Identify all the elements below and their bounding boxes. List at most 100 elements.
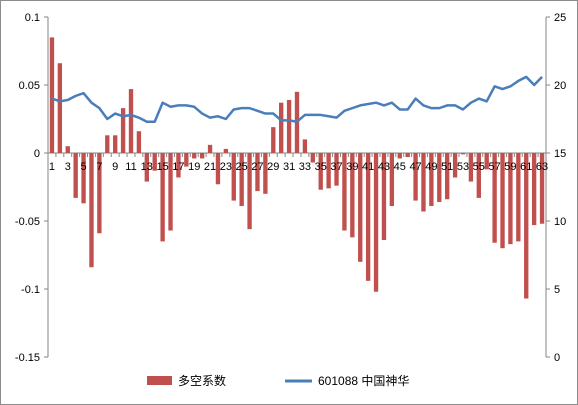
- x-tick-label: 1: [49, 161, 55, 173]
- bar-3: [65, 146, 70, 153]
- x-tick-label: 35: [315, 161, 327, 173]
- bar-2: [57, 63, 63, 153]
- x-tick-label: 19: [188, 161, 200, 173]
- x-tick-label: 29: [267, 161, 279, 173]
- y-right-tick-label: 10: [554, 216, 566, 228]
- x-tick-label: 17: [172, 161, 184, 173]
- bar-34: [310, 153, 315, 163]
- x-tick-label: 13: [141, 161, 153, 173]
- bar-9: [113, 135, 118, 153]
- x-tick-label: 61: [520, 161, 532, 173]
- bars-group: [49, 37, 545, 299]
- bar-51: [445, 153, 450, 200]
- x-tick-label: 57: [488, 161, 500, 173]
- y-right-tick-label: 15: [554, 148, 566, 160]
- bar-39: [350, 153, 355, 238]
- bar-24: [231, 153, 236, 201]
- y-left-tick-label: -0.05: [15, 216, 40, 228]
- bar-52: [452, 153, 458, 178]
- x-tick-label: 59: [504, 161, 516, 173]
- bar-35: [318, 153, 323, 190]
- bar-33: [302, 139, 308, 153]
- bar-13: [144, 153, 149, 182]
- bar-54: [468, 153, 474, 182]
- bar-15: [160, 153, 165, 242]
- bar-12: [136, 131, 142, 153]
- bar-47: [413, 153, 418, 201]
- y-left-tick-label: 0.1: [25, 12, 40, 24]
- bar-27: [255, 153, 260, 192]
- bar-10: [120, 108, 126, 153]
- bar-62: [531, 153, 537, 226]
- y-left-tick-label: -0.1: [21, 284, 40, 296]
- bar-42: [373, 153, 379, 292]
- bar-50: [437, 153, 442, 202]
- x-tick-label: 33: [299, 161, 311, 173]
- x-tick-label: 55: [473, 161, 485, 173]
- bar-40: [358, 153, 363, 262]
- y-left-tick-label: 0: [34, 148, 40, 160]
- x-tick-label: 43: [378, 161, 390, 173]
- bar-6: [89, 153, 94, 268]
- bar-17: [176, 153, 181, 178]
- x-tick-label: 27: [251, 161, 263, 173]
- bar-11: [128, 89, 134, 153]
- bar-7: [97, 153, 102, 234]
- axes-group: [44, 16, 550, 358]
- bar-60: [516, 153, 521, 242]
- bar-18: [184, 153, 189, 167]
- x-tick-label: 39: [346, 161, 358, 173]
- bar-31: [286, 99, 292, 153]
- x-tick-label: 51: [441, 161, 453, 173]
- bar-38: [342, 153, 347, 231]
- bar-30: [279, 102, 284, 153]
- bar-46: [405, 153, 410, 158]
- bar-14: [152, 153, 157, 171]
- bar-43: [381, 153, 387, 241]
- bar-21: [207, 144, 213, 153]
- bar-59: [508, 153, 513, 245]
- legend-label-line: 601088 中国神华: [318, 373, 409, 388]
- y-left-tick-label: 0.05: [19, 80, 40, 92]
- x-tick-label: 31: [283, 161, 295, 173]
- bar-23: [223, 148, 229, 153]
- bar-28: [263, 153, 268, 194]
- x-tick-label: 49: [425, 161, 437, 173]
- x-tick-label: 47: [409, 161, 421, 173]
- bar-45: [397, 153, 402, 159]
- x-tick-label: 11: [125, 161, 136, 173]
- x-tick-label: 45: [394, 161, 406, 173]
- bar-53: [460, 153, 466, 155]
- bar-20: [199, 153, 205, 159]
- x-tick-label: 5: [81, 161, 87, 173]
- bar-22: [215, 153, 221, 185]
- bar-57: [492, 153, 497, 243]
- y-right-tick-label: 25: [554, 12, 566, 24]
- line-group: [51, 75, 543, 123]
- x-tick-label: 15: [156, 161, 168, 173]
- bar-49: [429, 153, 434, 207]
- price-line: [51, 75, 543, 123]
- bar-56: [484, 153, 489, 170]
- bar-29: [271, 127, 276, 153]
- bar-16: [168, 153, 173, 231]
- bar-1: [49, 37, 55, 153]
- bar-44: [389, 153, 395, 207]
- x-tick-label: 21: [204, 161, 216, 173]
- bar-19: [192, 153, 197, 159]
- bar-25: [239, 153, 244, 207]
- y-left-tick-label: -0.15: [15, 352, 40, 364]
- y-right-tick-label: 20: [554, 80, 566, 92]
- legend-bar-swatch: [147, 376, 172, 385]
- y-right-tick-label: 0: [554, 352, 560, 364]
- bar-36: [326, 153, 331, 189]
- x-tick-label: 9: [112, 161, 118, 173]
- bar-55: [476, 153, 481, 198]
- bar-63: [539, 153, 545, 224]
- bar-8: [105, 135, 110, 153]
- y-right-tick-label: 5: [554, 284, 560, 296]
- x-tick-label: 63: [536, 161, 548, 173]
